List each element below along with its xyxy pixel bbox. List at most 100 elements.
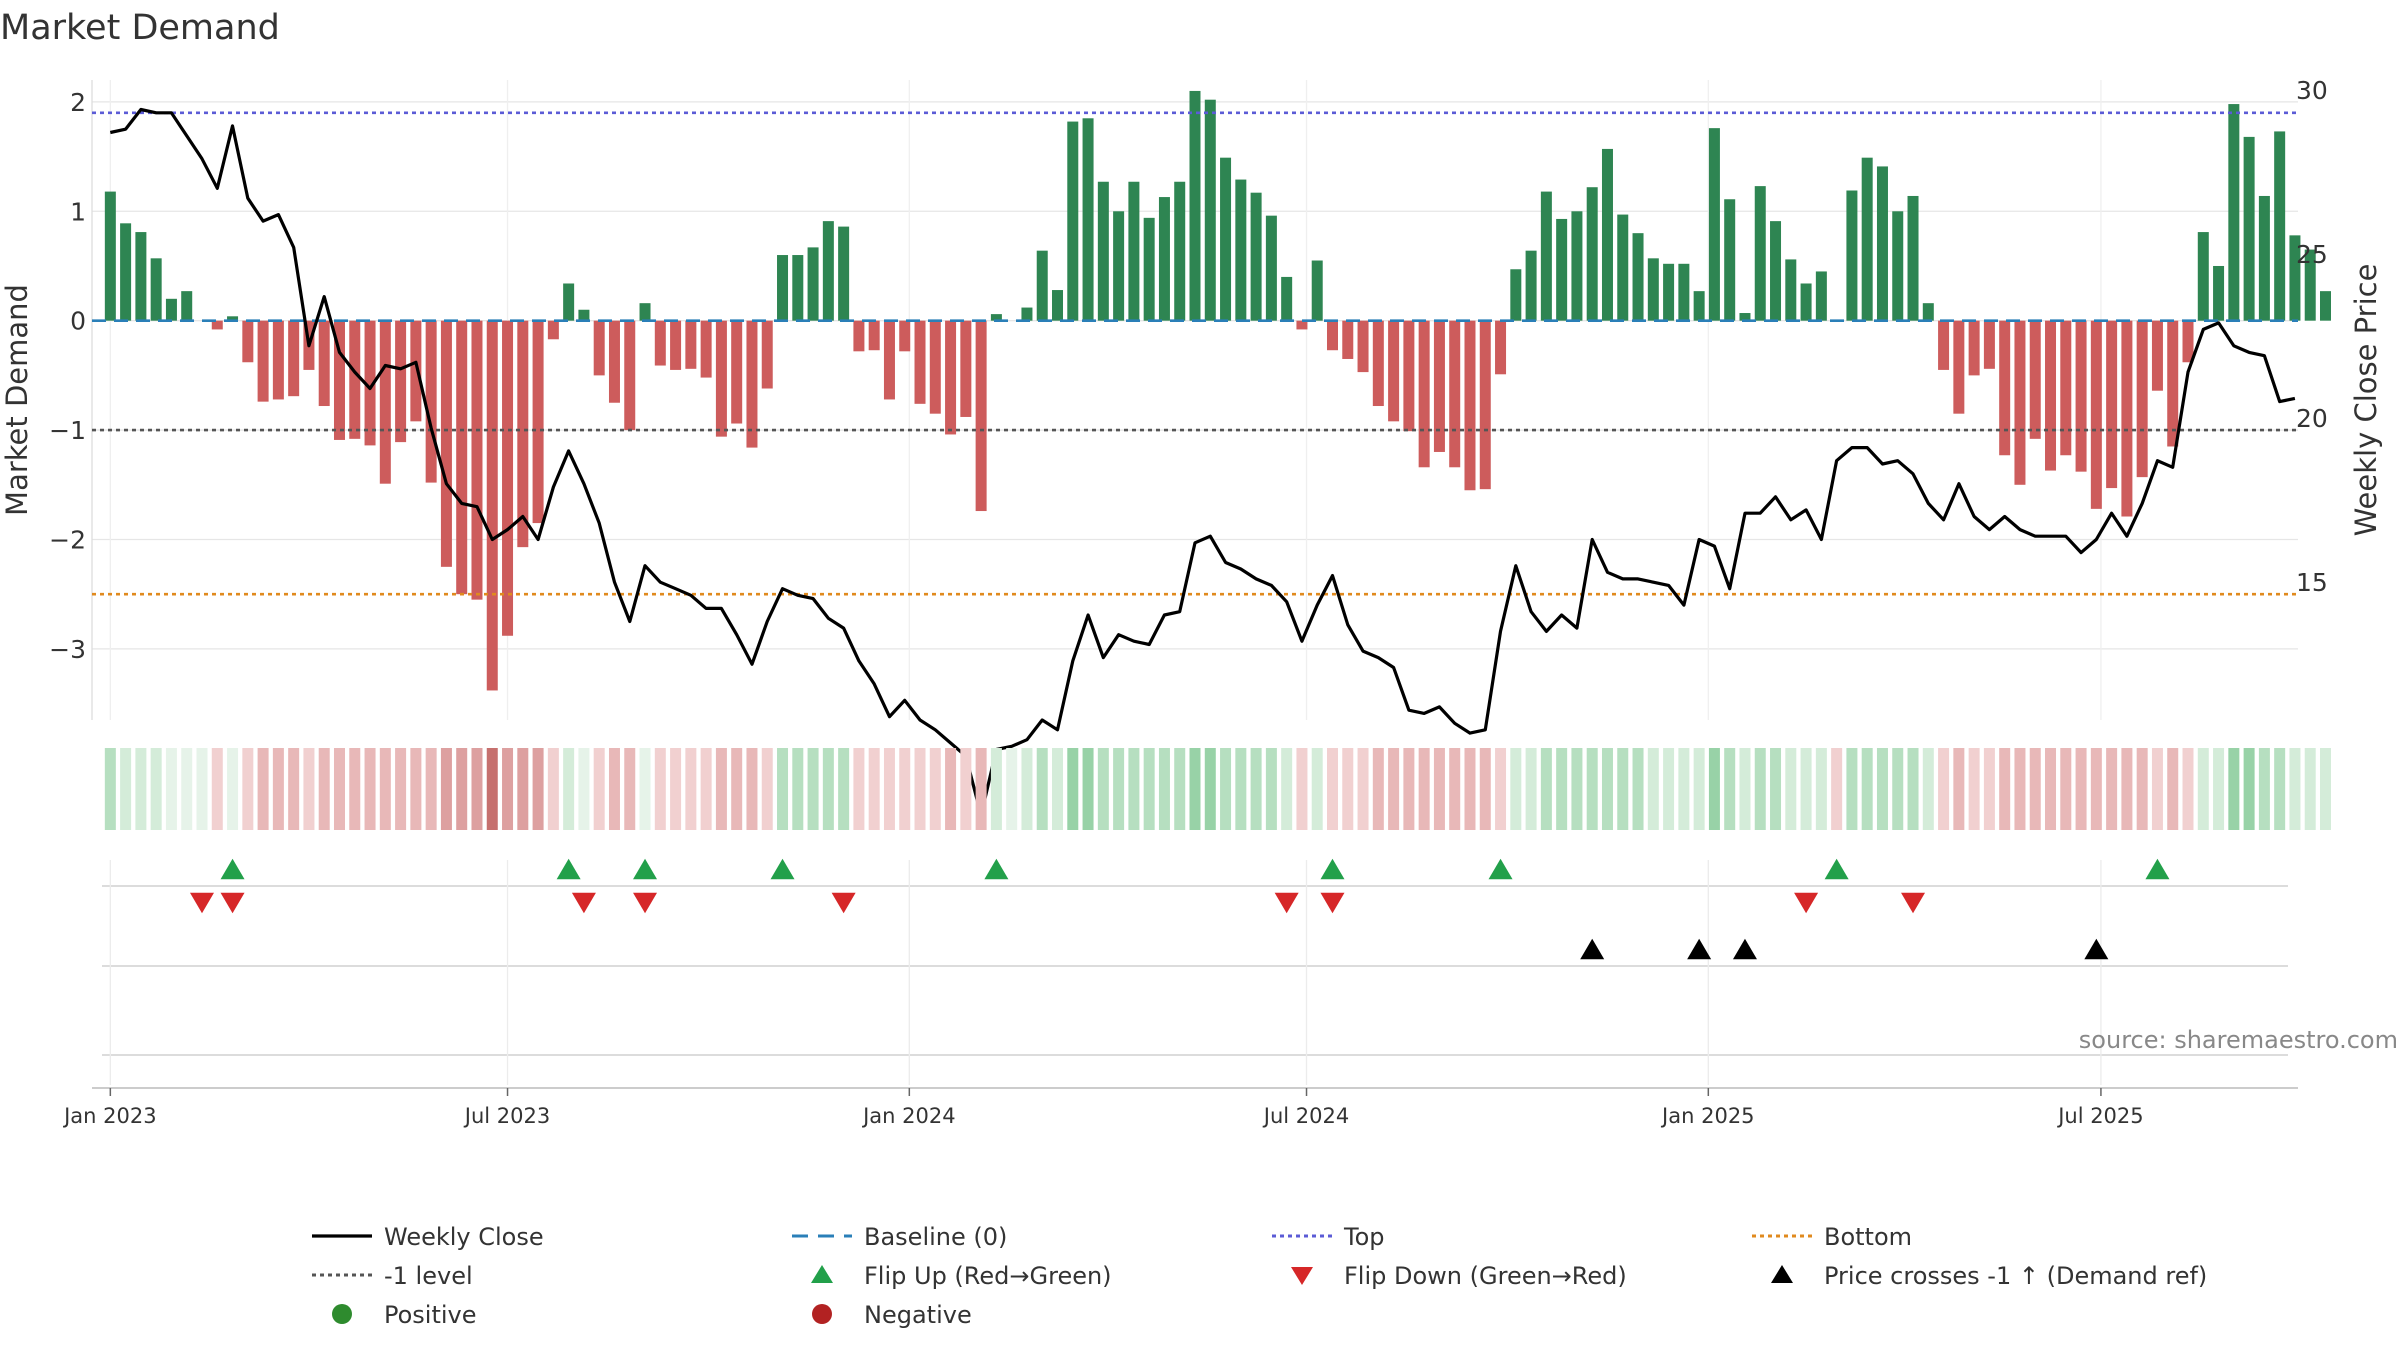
strip-cell — [532, 748, 544, 830]
negative-bar — [425, 320, 437, 483]
positive-bar — [1754, 186, 1766, 321]
negative-bar — [1326, 320, 1338, 351]
positive-bar — [2274, 131, 2286, 321]
positive-bar — [1708, 128, 1720, 321]
negative-bar — [1968, 320, 1980, 376]
strip-cell — [1097, 748, 1109, 830]
strip-cell — [990, 748, 1002, 830]
negative-bar — [272, 320, 284, 400]
legend-swatch — [811, 1265, 833, 1283]
strip-cell — [2167, 748, 2179, 830]
negative-bar — [746, 320, 758, 448]
strip-cell — [2182, 748, 2194, 830]
flip-up-marker — [1824, 858, 1849, 880]
negative-bar — [2075, 320, 2087, 472]
price-line-group — [109, 107, 2296, 817]
strip-cell — [1067, 748, 1079, 830]
positive-bar — [563, 283, 575, 321]
strip-cell — [1204, 748, 1216, 830]
positive-bar — [1586, 187, 1598, 321]
strip-cell — [547, 748, 559, 830]
strip-cell — [318, 748, 330, 830]
strip-cell — [2075, 748, 2087, 830]
right-tick-label: 15 — [2296, 568, 2328, 597]
right-tick-label: 30 — [2296, 76, 2328, 105]
strip-cell — [761, 748, 773, 830]
legend-item-flip-down: Flip Down (Green→Red) — [1291, 1262, 1627, 1290]
legend-label: Price crosses -1 ↑ (Demand ref) — [1824, 1262, 2207, 1290]
strip-cell — [746, 748, 758, 830]
positive-bar — [165, 298, 177, 321]
x-tick-label: Jan 2024 — [861, 1104, 956, 1128]
negative-bar — [318, 320, 330, 407]
negative-bar — [2167, 320, 2179, 447]
strip-cell — [165, 748, 177, 830]
negative-bar — [1372, 320, 1384, 407]
positive-bar — [181, 291, 193, 321]
negative-bar — [2090, 320, 2102, 509]
positive-bar — [1785, 259, 1797, 321]
strip-cell — [578, 748, 590, 830]
strip-cell — [1800, 748, 1812, 830]
negative-bar — [1953, 320, 1965, 414]
strip-cell — [1464, 748, 1476, 830]
strip-cell — [1999, 748, 2011, 830]
x-tick-label: Jan 2023 — [62, 1104, 157, 1128]
negative-bar — [2121, 320, 2133, 517]
positive-bar — [1158, 197, 1170, 321]
positive-bar — [792, 255, 804, 321]
left-tick-label: 2 — [70, 88, 86, 117]
strip-cell — [715, 748, 727, 830]
strip-cell — [2319, 748, 2331, 830]
positive-bar — [2304, 249, 2316, 321]
negative-bar — [1433, 320, 1445, 452]
price-cross-marker — [1580, 938, 1605, 960]
negative-bar — [2182, 320, 2194, 363]
strip-cell — [1158, 748, 1170, 830]
positive-bar — [1861, 157, 1873, 321]
strip-cell — [410, 748, 422, 830]
left-axis-ticks: 2 1 0 −1 −2 −3 — [49, 88, 86, 664]
strip-cell — [2304, 748, 2316, 830]
strip-cell — [1250, 748, 1262, 830]
strip-cell — [2243, 748, 2255, 830]
strip-cell — [853, 748, 865, 830]
positive-bar — [2289, 235, 2301, 321]
legend-label: Weekly Close — [384, 1223, 544, 1251]
strip-cell — [1388, 748, 1400, 830]
strip-cell — [792, 748, 804, 830]
strip-cell — [1418, 748, 1430, 830]
x-tick-label: Jul 2025 — [2056, 1104, 2143, 1128]
strip-cell — [777, 748, 789, 830]
price-cross-marker — [1687, 938, 1712, 960]
negative-bar — [1938, 320, 1950, 370]
negative-bar — [2029, 320, 2041, 439]
negative-bar — [440, 320, 452, 567]
strip-cell — [2090, 748, 2102, 830]
strip-cell — [1540, 748, 1552, 830]
positive-bar — [1678, 263, 1690, 321]
negative-bar — [379, 320, 391, 484]
positive-bar — [2228, 104, 2240, 321]
weekly-close-line — [109, 107, 2296, 817]
left-tick-label: 0 — [70, 307, 86, 336]
negative-bar — [1479, 320, 1491, 490]
positive-bar — [227, 316, 239, 321]
strip-cell — [807, 748, 819, 830]
left-tick-label: −2 — [49, 525, 86, 554]
strip-cell — [1892, 748, 1904, 830]
negative-bar — [608, 320, 620, 403]
legend-label: Flip Up (Red→Green) — [864, 1262, 1112, 1290]
strip-cell — [1372, 748, 1384, 830]
negative-bar — [700, 320, 712, 378]
positive-bar — [1036, 250, 1048, 321]
strip-cell — [1647, 748, 1659, 830]
negative-bar — [456, 320, 468, 595]
positive-bar — [578, 309, 590, 321]
strip-cell — [1861, 748, 1873, 830]
reference-lines — [92, 111, 2298, 596]
strip-cell — [1815, 748, 1827, 830]
negative-bar — [853, 320, 865, 352]
strip-cell — [1968, 748, 1980, 830]
